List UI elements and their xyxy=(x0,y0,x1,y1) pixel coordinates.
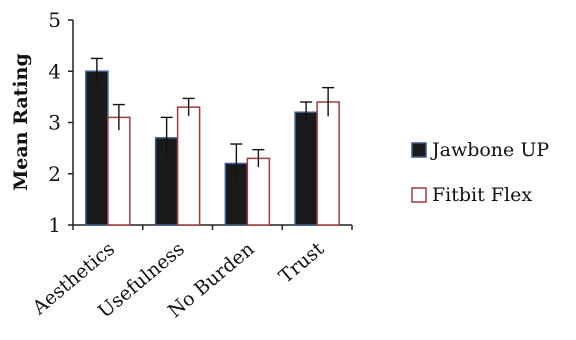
bar xyxy=(316,101,340,226)
legend-swatch xyxy=(411,187,427,203)
legend-label: Fitbit Flex xyxy=(432,184,532,206)
bar xyxy=(246,157,271,226)
bar xyxy=(176,106,201,226)
bar xyxy=(107,116,131,226)
y-tick-label: 4 xyxy=(48,59,61,83)
y-tick-label: 5 xyxy=(48,8,61,32)
y-tick-label: 1 xyxy=(48,213,61,237)
legend-label: Jawbone UP xyxy=(430,139,549,161)
legend-swatch xyxy=(411,142,427,158)
bar xyxy=(85,70,109,226)
x-tick-label: Trust xyxy=(275,238,329,288)
bar xyxy=(294,111,318,226)
y-tick-label: 3 xyxy=(48,111,61,135)
legend: Jawbone UP Fitbit Flex xyxy=(411,139,549,206)
y-axis-title: Mean Rating xyxy=(10,53,32,191)
y-tick-label: 2 xyxy=(48,162,61,186)
